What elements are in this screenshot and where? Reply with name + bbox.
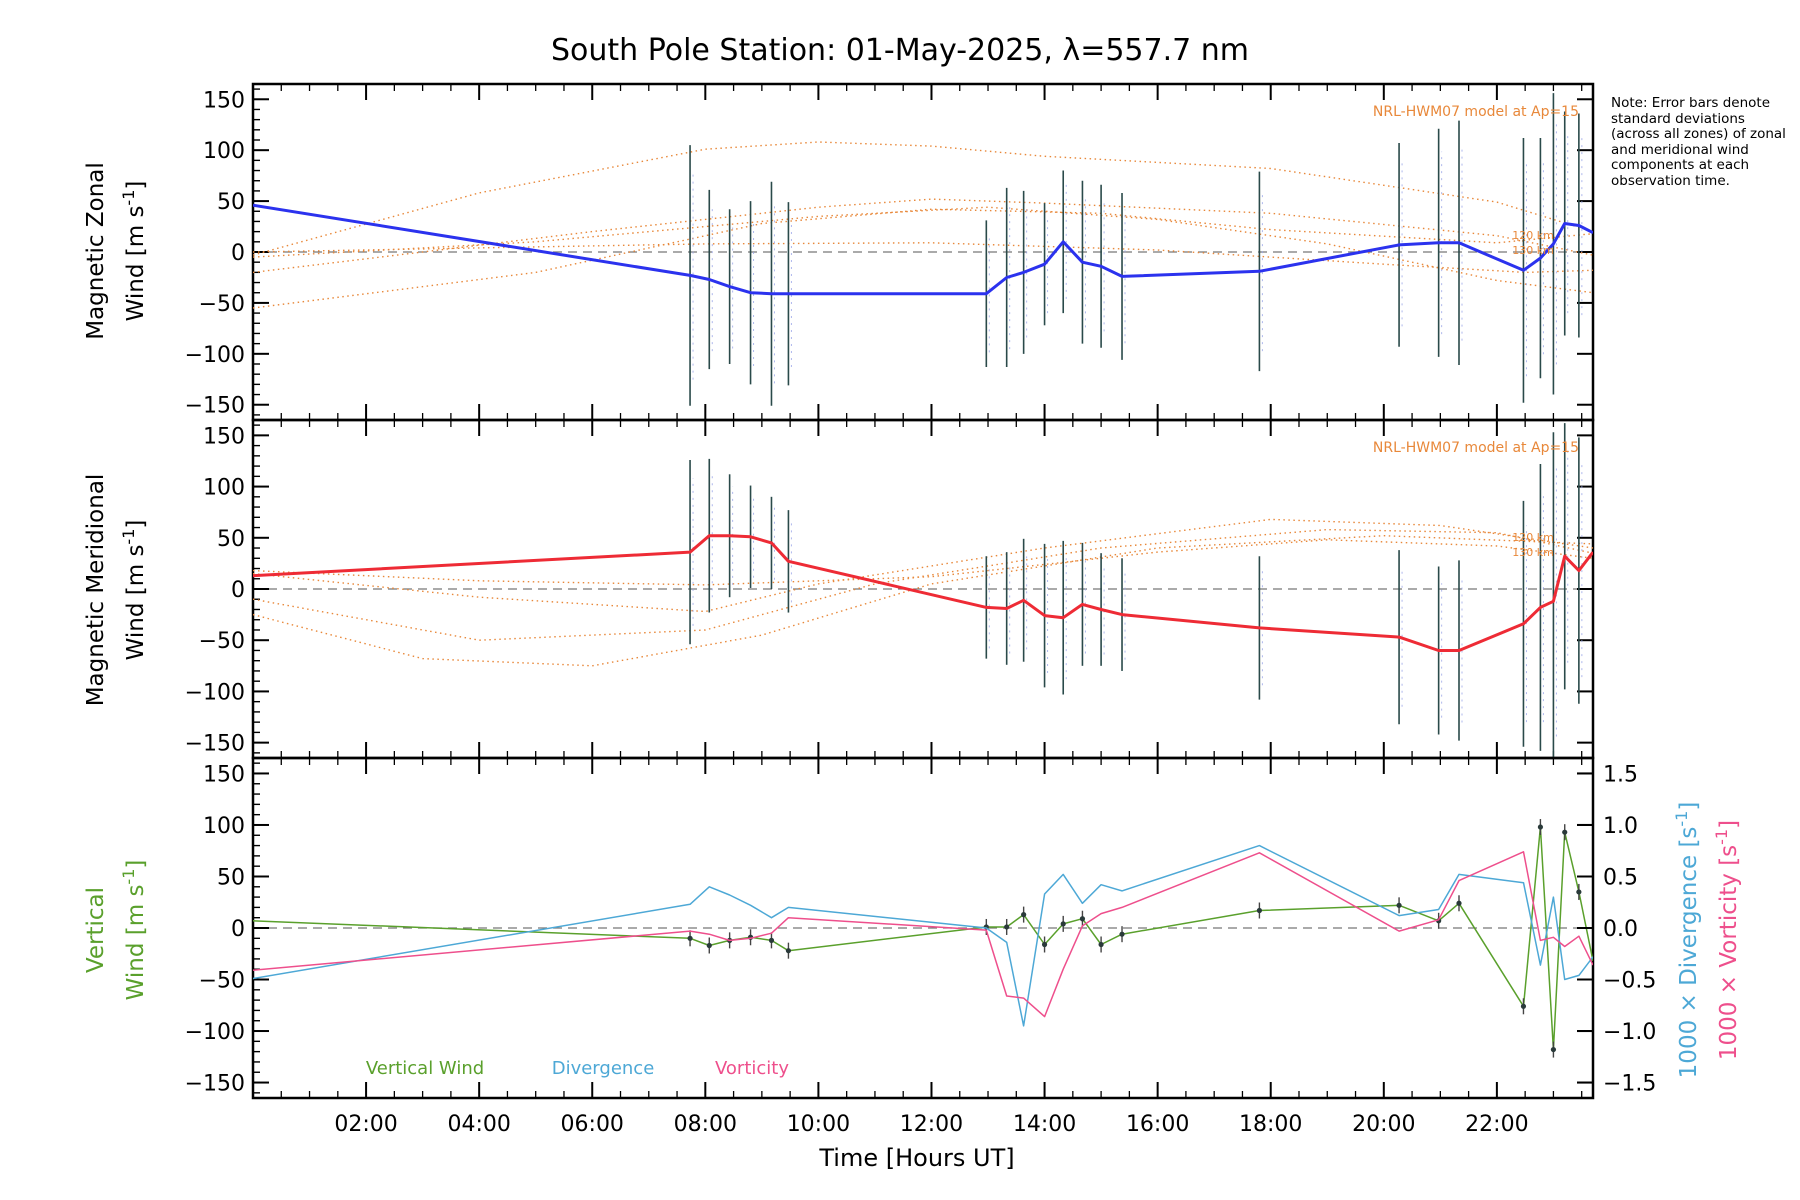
meridional-ytick-label: −150 <box>185 732 245 757</box>
zonal-model-label: NRL-HWM07 model at Ap=15 <box>1373 104 1579 120</box>
x-tick-label: 10:00 <box>787 1112 850 1137</box>
x-tick-label: 14:00 <box>1013 1112 1076 1137</box>
vertical-ytick-label: 100 <box>203 814 245 839</box>
vertical-wind-point <box>1041 941 1048 948</box>
y2-tick-label: 0.5 <box>1603 865 1638 890</box>
meridional-ytick-label: 50 <box>217 527 245 552</box>
meridional-plot-area <box>253 423 1593 758</box>
meridional-model-curve <box>253 518 1593 613</box>
y2-tick-label: −1.5 <box>1603 1072 1656 1097</box>
vertical-ylabel-line2: Wind [m s-1] <box>119 860 149 1001</box>
x-tick-label: 22:00 <box>1465 1112 1528 1137</box>
vertical-wind-point <box>1021 912 1027 918</box>
zonal-model-alt-label: 130 km <box>1512 244 1554 257</box>
y2-tick-label: 1.0 <box>1603 814 1638 839</box>
meridional-ytick-label: 150 <box>203 424 245 449</box>
zonal-model-curve <box>253 206 1593 294</box>
vertical-wind-point <box>1562 829 1568 835</box>
x-tick-label: 12:00 <box>900 1112 963 1137</box>
vertical-wind-point <box>785 948 792 954</box>
vertical-wind-point <box>1060 921 1066 927</box>
y2-tick-label: −0.5 <box>1603 969 1656 994</box>
meridional-model-curve <box>253 539 1593 586</box>
zonal-ytick-label: −100 <box>185 343 245 368</box>
vertical-ytick-label: −150 <box>185 1072 245 1097</box>
vertical-wind-point <box>768 937 775 943</box>
meridional-ytick-label: 0 <box>231 578 245 603</box>
y2-tick-label: 0.0 <box>1603 917 1638 942</box>
zonal-ytick-label: 0 <box>231 241 245 266</box>
x-tick-label: 04:00 <box>447 1112 510 1137</box>
legend-vorticity: Vorticity <box>715 1058 789 1079</box>
x-tick-label: 18:00 <box>1239 1112 1302 1137</box>
zonal-model-curve <box>253 198 1593 274</box>
vertical-ytick-label: −100 <box>185 1020 245 1045</box>
legend-vertical-wind: Vertical Wind <box>366 1058 484 1079</box>
zonal-ylabel-line2: Wind [m s-1] <box>119 181 149 322</box>
vertical-wind-point <box>1396 902 1402 908</box>
x-tick-label: 20:00 <box>1352 1112 1415 1137</box>
vertical-wind-line <box>253 826 1593 1051</box>
zonal-ytick-label: −50 <box>199 292 245 317</box>
x-tick-label: 16:00 <box>1126 1112 1189 1137</box>
meridional-ylabel-line2: Wind [m s-1] <box>119 520 149 661</box>
zonal-ytick-label: 100 <box>203 139 245 164</box>
vertical-wind-point <box>687 935 693 941</box>
legend-divergence: Divergence <box>552 1058 655 1079</box>
zonal-model-alt-label: 120 km <box>1512 229 1554 242</box>
zonal-ylabel-line1: Magnetic Zonal <box>83 162 109 340</box>
meridional-ytick-label: −50 <box>199 629 245 654</box>
vertical-ytick-label: 150 <box>203 762 245 787</box>
magnetic-meridional-wind-line <box>253 534 1593 652</box>
meridional-model-curve <box>253 534 1593 667</box>
magnetic-zonal-wind-line <box>253 203 1593 296</box>
meridional-model-alt-label: 120 km <box>1512 531 1554 544</box>
meridional-ytick-label: 100 <box>203 476 245 501</box>
zonal-model-curve <box>253 141 1593 256</box>
x-axis-title: Time [Hours UT] <box>818 1144 1014 1172</box>
vertical-wind-point <box>1098 941 1104 948</box>
zonal-ytick-label: 150 <box>203 88 245 113</box>
vertical-plot-area <box>253 819 1593 1058</box>
vertical-wind-point <box>1456 900 1462 906</box>
vertical-wind-point <box>1520 1003 1527 1009</box>
meridional-model-alt-label: 130 km <box>1512 546 1554 559</box>
error-bar-note: Note: Error bars denote standard deviati… <box>1611 95 1786 189</box>
zonal-ytick-label: −150 <box>185 394 245 419</box>
y2-tick-label: −1.0 <box>1603 1020 1656 1045</box>
meridional-ylabel-line1: Magnetic Meridional <box>83 474 109 707</box>
vertical-wind-point <box>1119 931 1125 937</box>
zonal-plot-area <box>253 93 1593 406</box>
vertical-wind-point <box>1550 1046 1557 1053</box>
y2-tick-label: 1.5 <box>1603 762 1638 787</box>
vertical-ylabel-line1: Vertical <box>83 887 109 973</box>
meridional-ytick-label: −100 <box>185 680 245 705</box>
x-tick-label: 02:00 <box>334 1112 397 1137</box>
vertical-wind-point <box>1256 907 1263 914</box>
vertical-ytick-label: 0 <box>231 917 245 942</box>
vorticity-ylabel: 1000 × Vorticity [s-1] <box>1712 820 1742 1060</box>
meridional-model-curve <box>253 528 1593 641</box>
vorticity-line <box>253 851 1593 1018</box>
vertical-wind-point <box>706 942 712 949</box>
chart-title: South Pole Station: 01-May-2025, λ=557.7… <box>551 33 1249 68</box>
vertical-wind-point <box>1079 916 1086 922</box>
zonal-ytick-label: 50 <box>217 190 245 215</box>
divergence-line <box>253 844 1593 1027</box>
vertical-wind-point <box>1576 889 1582 895</box>
meridional-model-label: NRL-HWM07 model at Ap=15 <box>1373 440 1579 456</box>
divergence-ylabel: 1000 × Divergence [s-1] <box>1672 802 1702 1079</box>
vertical-wind-point <box>1537 824 1544 830</box>
vertical-ytick-label: 50 <box>217 865 245 890</box>
x-tick-label: 06:00 <box>561 1112 624 1137</box>
vertical-wind-point <box>1004 924 1010 930</box>
x-tick-label: 08:00 <box>674 1112 737 1137</box>
vertical-ytick-label: −50 <box>199 969 245 994</box>
